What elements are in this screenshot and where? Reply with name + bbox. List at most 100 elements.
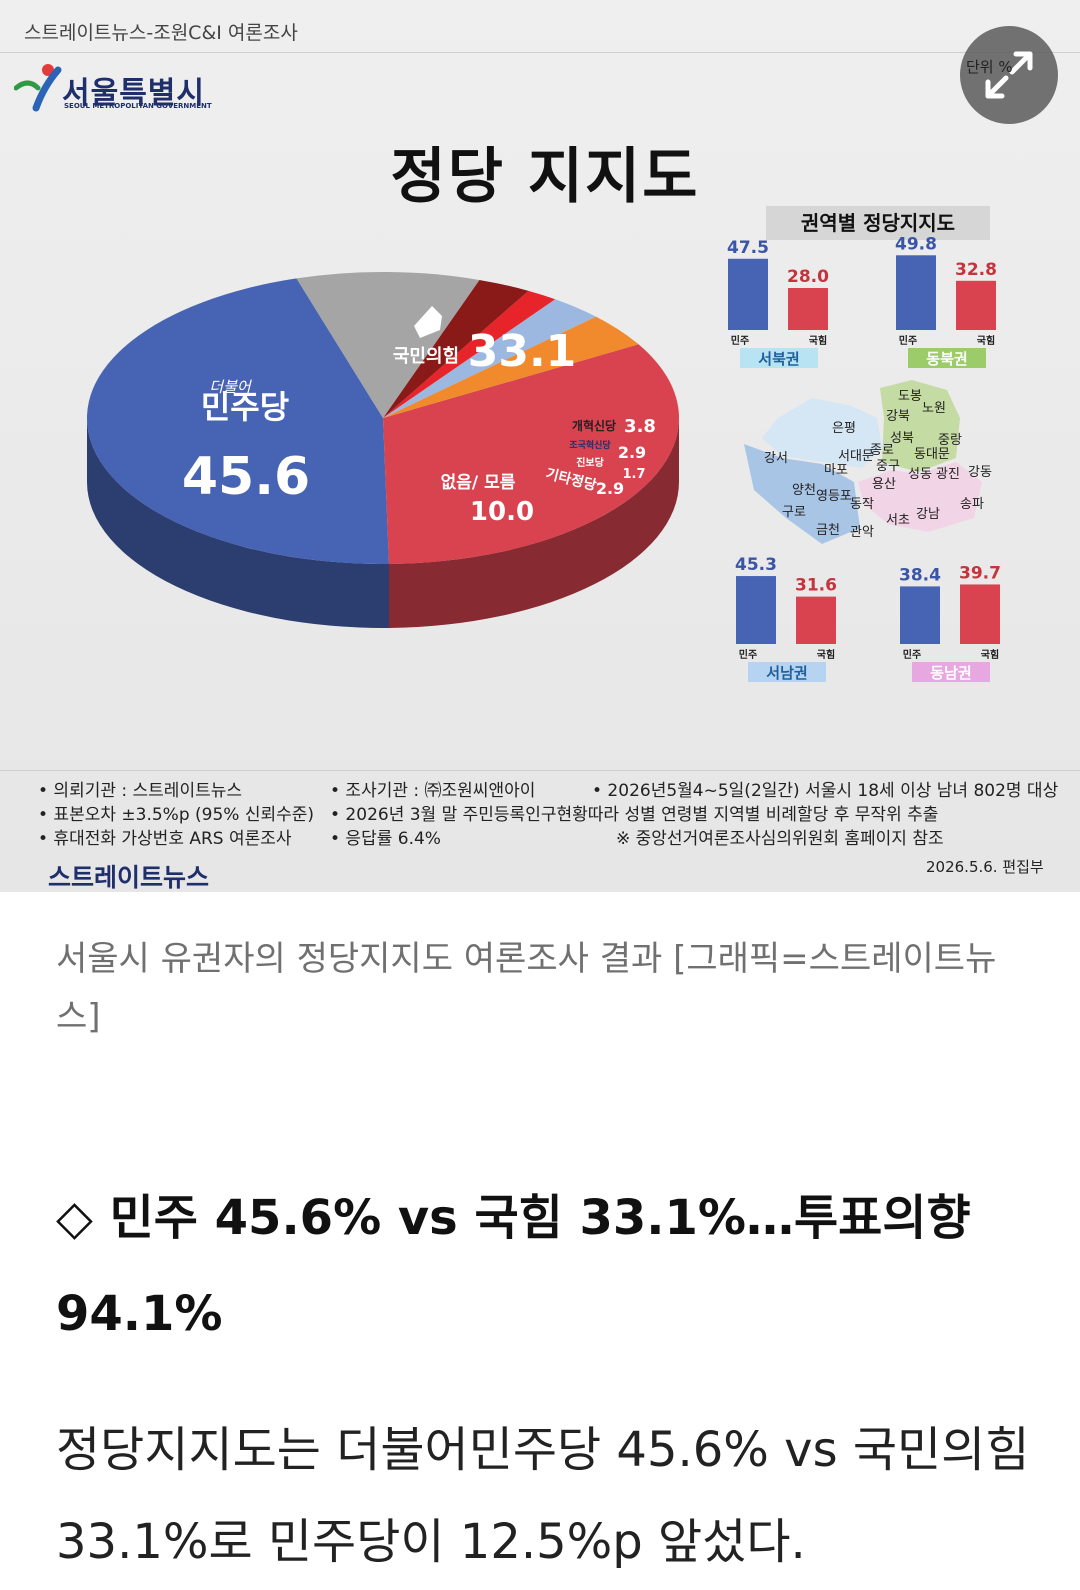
footer-note: • 의뢰기관 : 스트레이트뉴스 [38, 781, 243, 801]
josaeng-value-label: 2.9 [618, 443, 646, 462]
map-district-label: 마포 [824, 463, 848, 478]
expand-icon [985, 51, 1033, 99]
gaehyuk-name-label: 개혁신당 [572, 418, 616, 433]
divider [0, 52, 1080, 53]
region-bar [956, 280, 996, 330]
map-district-label: 강서 [764, 451, 788, 466]
unit-label: 단위 % [966, 58, 1013, 76]
footer-note: • 2026년 3월 말 주민등록인구현황따라 성별 연령별 지역별 비례할당 … [330, 805, 939, 825]
region-bar-value: 47.5 [727, 238, 769, 258]
seoul-logo-icon [14, 64, 62, 112]
map-district-label: 동작 [850, 497, 874, 512]
news-brand-logo: 스트레이트뉴스 [48, 863, 210, 892]
slice-jinbo [383, 290, 556, 418]
map-district-label: 종로 [870, 443, 894, 458]
image-caption: 서울시 유권자의 정당지지도 여론조사 결과 [그래픽=스트레이트뉴스] [56, 939, 997, 1037]
pie-sides [87, 418, 679, 629]
region-bar [736, 576, 776, 644]
map-district-label: 강남 [916, 507, 940, 522]
slice-josaeng [383, 299, 596, 418]
region-name-badge [908, 348, 986, 368]
region-bar-category: 민주 [731, 334, 749, 347]
map-district-label: 노원 [922, 401, 946, 416]
region-bar [960, 584, 1000, 644]
slice-minju [86, 278, 389, 565]
region-chart-dongbuk: 49.8 민주 32.8 국힘 동북권 [890, 234, 1070, 378]
map-district-label: 중랑 [938, 433, 962, 448]
map-district-label: 금천 [816, 523, 840, 538]
map-district-label: 송파 [960, 497, 984, 512]
region-name: 서북권 [758, 350, 799, 368]
none-value-label: 10.0 [470, 497, 534, 527]
region-name-badge [740, 348, 818, 368]
seoul-logo-text: 서울특별시 [62, 76, 205, 111]
region-bar-category: 국힘 [981, 648, 999, 661]
slice-minju-side [87, 418, 389, 629]
footer-note: • 조사기관 : ㈜조원씨앤아이 [330, 781, 536, 801]
slice-gita [383, 279, 529, 418]
region-bar [728, 258, 768, 330]
poll-source-label: 스트레이트뉴스-조원C&I 여론조사 [24, 22, 298, 44]
slice-gaehyuk [383, 316, 639, 418]
region-bar-category: 민주 [903, 648, 921, 661]
article-paragraph: 정당지지도는 더불어민주당 45.6% vs 국민의힘 33.1%로 민주당이 … [56, 1422, 1030, 1570]
region-bar-value: 31.6 [795, 576, 837, 596]
map-district-label: 동대문 [914, 447, 950, 462]
seoul-logo-subtext: SEOUL METROPOLITAN GOVERNMENT [64, 102, 212, 110]
region-bar-category: 민주 [899, 334, 917, 347]
slice-gukhim [383, 344, 680, 564]
region-bar-category: 국힘 [977, 334, 995, 347]
footer-note: • 표본오차 ±3.5%p (95% 신뢰수준) [38, 805, 315, 825]
region-chart-dongnam: 38.4 민주 39.7 국힘 동남권 [894, 552, 1074, 692]
gukhim-name-label: 국민의힘 [393, 346, 459, 367]
region-bar-category: 국힘 [809, 334, 827, 347]
minju-name-label: 민주당 [201, 388, 289, 426]
josaeng-name-label: 조국혁신당 [569, 439, 611, 451]
jinbo-name-label: 진보당 [576, 456, 604, 469]
slice-gukhim-side [388, 418, 679, 628]
gita-value-label: 2.9 [596, 479, 624, 498]
map-district-label: 서초 [886, 513, 910, 528]
region-name: 서남권 [766, 664, 807, 682]
none-name-label: 없음/ 모름 [441, 473, 516, 493]
chart-title: 정당 지지도 [390, 142, 700, 212]
region-bar [796, 596, 836, 644]
region-bar [788, 288, 828, 330]
region-bar-value: 38.4 [899, 565, 941, 585]
map-district-label: 도봉 [898, 389, 922, 404]
region-bar-value: 49.8 [895, 234, 937, 254]
region-name-badge [912, 662, 990, 682]
gukhim-logo-icon [414, 306, 442, 338]
region-chart-seonam: 45.3 민주 31.6 국힘 서남권 [730, 552, 910, 692]
map-district-label: 영등포 [816, 489, 852, 504]
article-subheading: ◇ 민주 45.6% vs 국힘 33.1%…투표의향 94.1% [56, 1190, 971, 1342]
region-bar [896, 255, 936, 330]
map-district-label: 관악 [850, 525, 874, 540]
map-northeast [880, 380, 960, 472]
divider [0, 770, 1080, 771]
infographic-image: 스트레이트뉴스-조원C&I 여론조사 서울특별시 SEOUL METROPOLI… [0, 0, 1080, 892]
region-bar-category: 국힘 [817, 648, 835, 661]
minju-small-label: 더불어 [209, 378, 253, 396]
footer-note: • 휴대전화 가상번호 ARS 여론조사 [38, 829, 292, 849]
region-bar-value: 28.0 [787, 267, 829, 287]
party-support-pie-chart: 더불어 민주당 45.6 국민의힘 33.1 개혁신당 3.8 조국혁신당 2.… [86, 272, 680, 629]
map-district-label: 용산 [872, 477, 896, 492]
region-bar [900, 586, 940, 644]
region-bar-value: 39.7 [959, 563, 1001, 583]
map-district-label: 중구 [876, 459, 900, 474]
map-district-label: 강북 [886, 409, 910, 424]
map-southeast [858, 462, 982, 532]
graphic-date: 2026.5.6. 편집부 [926, 858, 1044, 876]
gukhim-value-label: 33.1 [468, 326, 577, 377]
map-district-label: 구로 [782, 505, 806, 520]
map-district-label: 성동 [908, 467, 932, 482]
expand-image-button[interactable] [960, 26, 1058, 124]
map-district-label: 성북 [890, 431, 914, 446]
region-bar-category: 민주 [739, 648, 757, 661]
region-bar-value: 32.8 [955, 260, 997, 280]
region-name-badge [748, 662, 826, 682]
